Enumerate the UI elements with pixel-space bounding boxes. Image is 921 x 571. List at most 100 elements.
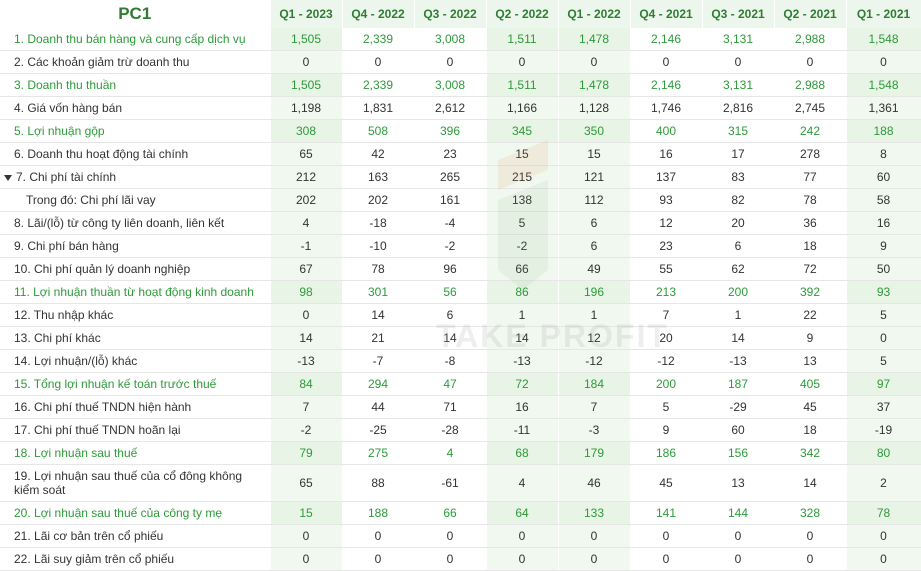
value-cell: 6 — [702, 234, 775, 258]
value-cell: 16 — [486, 395, 559, 419]
value-cell: 133 — [558, 501, 631, 525]
value-cell: 0 — [486, 50, 559, 74]
value-cell: 1,746 — [630, 96, 703, 120]
value-cell: 213 — [630, 280, 703, 304]
row-label-text: 1. Doanh thu bán hàng và cung cấp dịch v… — [14, 32, 246, 46]
value-cell: 78 — [342, 257, 415, 281]
value-cell: 13 — [774, 349, 847, 373]
value-cell: -8 — [414, 349, 487, 373]
value-cell: 96 — [414, 257, 487, 281]
value-cell: 350 — [558, 119, 631, 143]
value-cell: 5 — [846, 303, 921, 327]
value-cell: -10 — [342, 234, 415, 258]
value-cell: 93 — [846, 280, 921, 304]
value-cell: 66 — [414, 501, 487, 525]
table-row: 1. Doanh thu bán hàng và cung cấp dịch v… — [0, 28, 921, 51]
value-cell: 44 — [342, 395, 415, 419]
value-cell: 0 — [846, 50, 921, 74]
value-cell: -12 — [630, 349, 703, 373]
value-cell: 1,478 — [558, 73, 631, 97]
row-label: Trong đó: Chi phí lãi vay — [0, 188, 271, 212]
value-cell: 88 — [342, 464, 415, 502]
value-cell: -1 — [270, 234, 343, 258]
value-cell: 294 — [342, 372, 415, 396]
value-cell: 1,128 — [558, 96, 631, 120]
value-cell: 1,548 — [846, 28, 921, 51]
row-label-text: 22. Lãi suy giảm trên cổ phiếu — [14, 552, 175, 566]
row-label: 10. Chi phí quản lý doanh nghiệp — [0, 257, 271, 281]
row-label: 5. Lợi nhuận gộp — [0, 119, 271, 143]
row-label: 12. Thu nhập khác — [0, 303, 271, 327]
row-label-text: 12. Thu nhập khác — [14, 308, 114, 322]
value-cell: 275 — [342, 441, 415, 465]
value-cell: 1,198 — [270, 96, 343, 120]
value-cell: 83 — [702, 165, 775, 189]
value-cell: 3,131 — [702, 28, 775, 51]
period-header[interactable]: Q3 - 2021 — [702, 0, 775, 28]
row-label: 9. Chi phí bán hàng — [0, 234, 271, 258]
value-cell: 12 — [630, 211, 703, 235]
period-header[interactable]: Q3 - 2022 — [414, 0, 487, 28]
value-cell: 5 — [846, 349, 921, 373]
period-header[interactable]: Q2 - 2021 — [774, 0, 847, 28]
table-row: 11. Lợi nhuận thuần từ hoạt động kinh do… — [0, 280, 921, 304]
value-cell: 1,166 — [486, 96, 559, 120]
table-row: 12. Thu nhập khác 0 14 6 1 1 7 1 22 5 — [0, 303, 921, 327]
value-cell: 37 — [846, 395, 921, 419]
row-label: 13. Chi phí khác — [0, 326, 271, 350]
value-cell: 186 — [630, 441, 703, 465]
value-cell: 2,988 — [774, 73, 847, 97]
value-cell: 308 — [270, 119, 343, 143]
value-cell: 64 — [486, 501, 559, 525]
row-label-text: 5. Lợi nhuận gộp — [14, 124, 105, 138]
value-cell: 1 — [558, 303, 631, 327]
value-cell: 55 — [630, 257, 703, 281]
value-cell: 16 — [846, 211, 921, 235]
value-cell: 13 — [702, 464, 775, 502]
value-cell: -11 — [486, 418, 559, 442]
row-label-text: 21. Lãi cơ bản trên cổ phiếu — [14, 529, 164, 543]
period-header[interactable]: Q1 - 2021 — [846, 0, 921, 28]
period-header[interactable]: Q2 - 2022 — [486, 0, 559, 28]
value-cell: 67 — [270, 257, 343, 281]
value-cell: 22 — [774, 303, 847, 327]
table-row: 2. Các khoản giảm trừ doanh thu 0 0 0 0 0 0 0 0 0 — [0, 50, 921, 74]
value-cell: 112 — [558, 188, 631, 212]
value-cell: 1,505 — [270, 28, 343, 51]
value-cell: 2,339 — [342, 73, 415, 97]
period-header[interactable]: Q4 - 2021 — [630, 0, 703, 28]
row-label-text: 2. Các khoản giảm trừ doanh thu — [14, 55, 190, 69]
value-cell: 202 — [342, 188, 415, 212]
value-cell: 1,548 — [846, 73, 921, 97]
value-cell: 0 — [630, 547, 703, 571]
value-cell: 0 — [846, 326, 921, 350]
row-label: 2. Các khoản giảm trừ doanh thu — [0, 50, 271, 74]
value-cell: 3,008 — [414, 28, 487, 51]
table-row: 7. Chi phí tài chính 212 163 265 215 121 137 83… — [0, 165, 921, 189]
value-cell: -2 — [270, 418, 343, 442]
value-cell: -7 — [342, 349, 415, 373]
row-label: 22. Lãi suy giảm trên cổ phiếu — [0, 547, 271, 571]
table-row: 5. Lợi nhuận gộp 308 508 396 345 350 400 315 242… — [0, 119, 921, 143]
value-cell: 2,339 — [342, 28, 415, 51]
value-cell: 58 — [846, 188, 921, 212]
row-label: 11. Lợi nhuận thuần từ hoạt động kinh do… — [0, 280, 271, 304]
caret-down-icon[interactable] — [4, 174, 12, 181]
value-cell: 45 — [774, 395, 847, 419]
value-cell: 78 — [846, 501, 921, 525]
value-cell: 71 — [414, 395, 487, 419]
row-label[interactable]: 7. Chi phí tài chính — [0, 165, 271, 189]
value-cell: 405 — [774, 372, 847, 396]
value-cell: -13 — [702, 349, 775, 373]
table-row: Trong đó: Chi phí lãi vay 202 202 161 138 112… — [0, 188, 921, 212]
period-header[interactable]: Q4 - 2022 — [342, 0, 415, 28]
value-cell: 144 — [702, 501, 775, 525]
table-row: 9. Chi phí bán hàng -1 -10 -2 -2 6 23 6 18 9 — [0, 234, 921, 258]
period-header[interactable]: Q1 - 2022 — [558, 0, 631, 28]
value-cell: 342 — [774, 441, 847, 465]
period-header[interactable]: Q1 - 2023 — [270, 0, 343, 28]
value-cell: 1,361 — [846, 96, 921, 120]
value-cell: -13 — [486, 349, 559, 373]
value-cell: 0 — [774, 524, 847, 548]
